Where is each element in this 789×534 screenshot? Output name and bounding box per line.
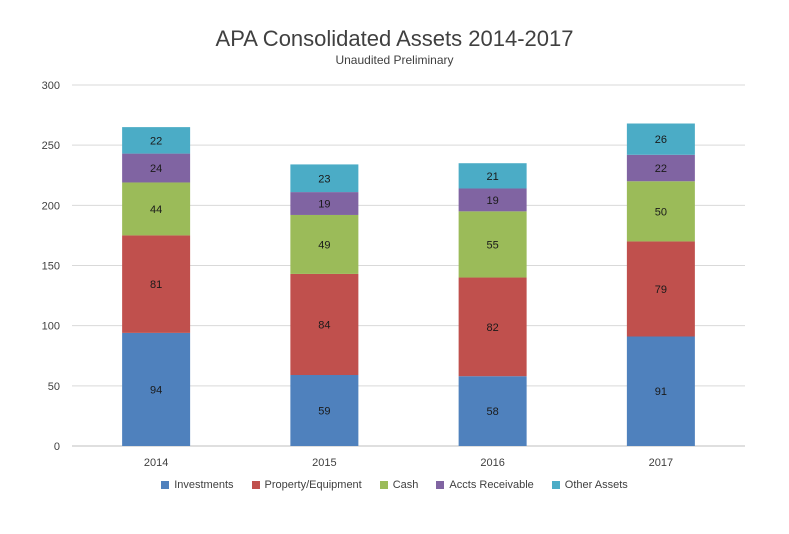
x-tick-label: 2017 bbox=[649, 457, 673, 469]
legend-swatch bbox=[161, 481, 170, 489]
data-label: 19 bbox=[318, 199, 330, 211]
data-label: 58 bbox=[487, 406, 499, 418]
data-label: 24 bbox=[150, 163, 162, 175]
bar-segment bbox=[122, 332, 191, 446]
data-label: 55 bbox=[487, 239, 499, 251]
bar-segment bbox=[122, 235, 191, 333]
legend-item: Investments bbox=[161, 479, 234, 491]
bar-segment bbox=[290, 273, 359, 376]
bar-segment bbox=[290, 192, 359, 215]
legend-label: Cash bbox=[392, 479, 419, 491]
bar-segment bbox=[458, 188, 527, 212]
legend-swatch bbox=[436, 481, 445, 489]
data-label: 49 bbox=[318, 239, 330, 251]
y-tick-label: 50 bbox=[48, 381, 60, 393]
data-label: 44 bbox=[150, 204, 162, 216]
legend-label: Accts Receivable bbox=[449, 479, 534, 491]
data-label: 82 bbox=[487, 322, 499, 334]
data-label: 81 bbox=[150, 279, 162, 291]
data-label: 94 bbox=[150, 384, 162, 396]
legend-item: Property/Equipment bbox=[251, 479, 362, 491]
data-label: 26 bbox=[655, 134, 667, 146]
bar-segment bbox=[626, 154, 695, 182]
x-tick-label: 2015 bbox=[312, 457, 336, 469]
bar-segment bbox=[458, 211, 527, 278]
data-label: 22 bbox=[150, 135, 162, 147]
legend-swatch bbox=[379, 481, 388, 489]
y-tick-label: 100 bbox=[42, 321, 60, 333]
bar-segment bbox=[626, 336, 695, 446]
legend-label: Other Assets bbox=[564, 479, 628, 491]
x-tick-label: 2014 bbox=[144, 457, 168, 469]
data-label: 91 bbox=[655, 386, 667, 398]
legend-item: Accts Receivable bbox=[436, 479, 534, 491]
data-label: 19 bbox=[487, 195, 499, 207]
chart-subtitle: Unaudited Preliminary bbox=[335, 53, 454, 67]
legend-label: Property/Equipment bbox=[264, 479, 362, 491]
data-label: 84 bbox=[318, 319, 330, 331]
bar-segment bbox=[458, 277, 527, 377]
data-label: 23 bbox=[318, 173, 330, 185]
data-label: 79 bbox=[655, 284, 667, 296]
data-label: 50 bbox=[655, 206, 667, 218]
y-tick-label: 0 bbox=[54, 441, 60, 453]
bar-segment bbox=[122, 153, 191, 183]
legend-item: Other Assets bbox=[551, 479, 628, 491]
y-tick-label: 150 bbox=[42, 261, 60, 273]
legend-label: Investments bbox=[174, 479, 234, 491]
legend-swatch bbox=[251, 481, 260, 489]
y-tick-label: 300 bbox=[42, 80, 60, 92]
x-tick-label: 2016 bbox=[480, 457, 504, 469]
legend-item: Cash bbox=[379, 479, 419, 491]
bar-segment bbox=[290, 164, 359, 193]
legend-swatch bbox=[551, 481, 560, 489]
y-tick-label: 200 bbox=[42, 200, 60, 212]
bar-segment bbox=[122, 182, 191, 236]
bar-segment bbox=[122, 127, 191, 154]
data-label: 21 bbox=[487, 171, 499, 183]
bar-segment bbox=[290, 214, 359, 274]
bar-segment bbox=[458, 163, 527, 189]
data-label: 22 bbox=[655, 163, 667, 175]
chart-title: APA Consolidated Assets 2014-2017 bbox=[215, 26, 574, 51]
bar-segment bbox=[626, 241, 695, 337]
data-label: 59 bbox=[318, 406, 330, 418]
y-tick-label: 250 bbox=[42, 140, 60, 152]
legend: Investments Property/Equipment Cash Accts R… bbox=[0, 479, 789, 491]
bar-segment bbox=[626, 123, 695, 155]
bar-segment bbox=[626, 181, 695, 242]
bar-segment bbox=[290, 375, 359, 446]
bar-segment bbox=[458, 376, 527, 446]
